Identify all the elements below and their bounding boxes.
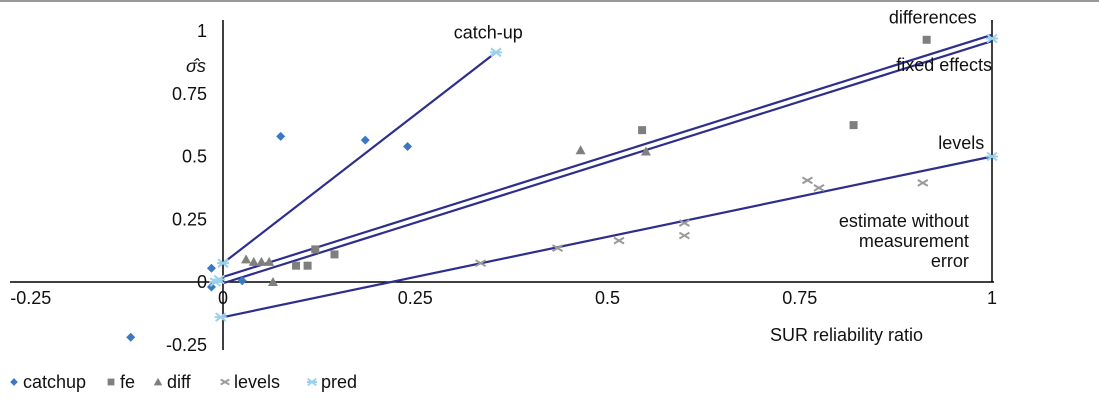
data-points [126,33,998,342]
data-point-levels [801,176,813,185]
legend-marker-levels [220,378,230,386]
data-point-diff [241,254,252,264]
legend: catchup fe diff levels pred [10,372,357,392]
data-point-fe [922,35,931,44]
data-point-fe [330,250,339,259]
x-axis-label: SUR reliability ratio [770,325,923,345]
y-tick-label: 0.5 [182,147,207,167]
data-point-catchup [360,135,370,145]
data-point-catchup [206,282,216,292]
data-point-levels [678,219,690,227]
legend-label: levels [234,372,280,392]
data-point-pred [489,47,502,58]
y-tick-label: 0 [197,272,207,292]
data-point-pred [217,258,229,268]
annotation: levels [938,133,984,153]
fit-lines [222,33,993,319]
legend-label: diff [167,372,192,392]
legend-marker-diff [153,377,163,386]
annotation: differences [889,7,977,27]
y-tick-label: -0.25 [166,335,207,355]
legend-label: catchup [23,372,86,392]
x-tick-label: -0.25 [10,288,51,308]
x-tick-labels: -0.25 0 0.25 0.5 0.75 1 [10,288,997,308]
data-point-diff [264,256,275,266]
data-point-diff [248,256,259,266]
data-point-levels [613,236,625,245]
y-tick-label: 0.25 [172,209,207,229]
x-tick-label: 0.75 [782,288,817,308]
fit-line [222,33,993,279]
data-point-catchup [276,131,286,141]
legend-marker-catchup [10,378,18,386]
data-point-levels [552,244,564,252]
fit-line [222,39,993,285]
fit-line [222,51,497,265]
annotation: catch-up [454,23,523,43]
data-point-fe [292,261,301,270]
data-point-catchup [206,263,216,273]
legend-label: fe [120,372,135,392]
data-point-diff [256,256,267,266]
annotation: error [931,251,969,271]
x-tick-label: 0 [218,288,228,308]
data-point-pred [986,33,998,44]
annotation: measurement [859,231,969,251]
data-point-pred [214,312,227,322]
data-point-diff [575,145,586,155]
x-tick-label: 0.5 [595,288,620,308]
data-point-levels [475,259,487,268]
y-tick-label: 0.75 [172,84,207,104]
data-point-catchup [237,276,247,286]
data-point-pred [986,151,998,162]
y-tick-labels: 1 0.75 0.5 0.25 0 -0.25 [166,21,207,355]
data-point-levels [813,184,825,192]
data-point-diff [267,277,278,286]
data-point-diff [640,146,651,156]
annotations: catch-up differences fixed effects levels es… [454,7,992,270]
data-point-fe [638,126,647,135]
data-point-fe [849,121,858,130]
y-tick-label: 1 [197,21,207,41]
legend-marker-fe [107,378,115,386]
data-point-levels [917,178,929,187]
x-tick-label: 1 [987,288,997,308]
legend-label: pred [321,372,357,392]
x-tick-label: 0.25 [398,288,433,308]
annotation: fixed effects [896,55,992,75]
data-point-fe [303,261,312,270]
data-point-levels [678,231,690,240]
fit-line [222,155,993,319]
legend-marker-pred [306,377,318,387]
data-point-pred [213,274,226,285]
annotation: estimate without [839,211,969,231]
data-point-fe [311,245,320,254]
data-point-catchup [403,141,413,151]
data-point-catchup [126,332,136,342]
y-axis-label: σ̂s [186,56,206,76]
